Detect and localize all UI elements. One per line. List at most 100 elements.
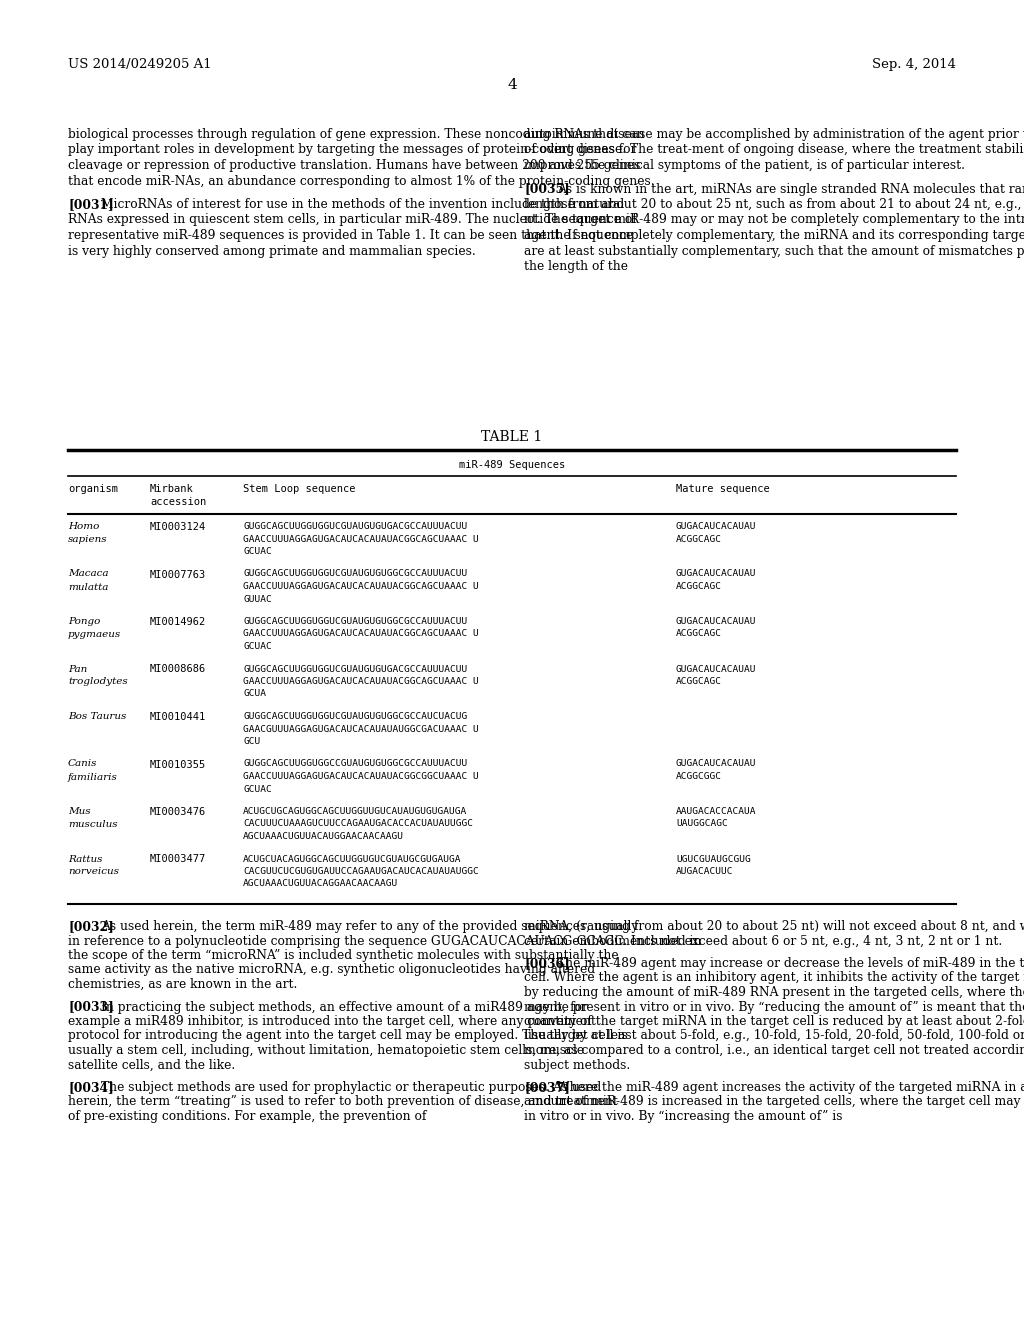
Text: MI0010441: MI0010441 — [150, 711, 206, 722]
Text: of pre-existing conditions. For example, the prevention of: of pre-existing conditions. For example,… — [68, 1110, 426, 1123]
Text: Mature sequence: Mature sequence — [676, 484, 770, 494]
Text: cell. Where the agent is an inhibitory agent, it inhibits the activity of the ta: cell. Where the agent is an inhibitory a… — [524, 972, 1024, 985]
Text: chemistries, as are known in the art.: chemistries, as are known in the art. — [68, 978, 297, 991]
Text: AAUGACACCACAUA: AAUGACACCACAUA — [676, 807, 757, 816]
Text: US 2014/0249205 A1: US 2014/0249205 A1 — [68, 58, 212, 71]
Text: the scope of the term “microRNA” is included synthetic molecules with substantia: the scope of the term “microRNA” is incl… — [68, 949, 618, 962]
Text: AGCUAAACUGUUACAGGAACAACAAGU: AGCUAAACUGUUACAGGAACAACAAGU — [243, 879, 398, 888]
Text: subject methods.: subject methods. — [524, 1059, 630, 1072]
Text: [0035]: [0035] — [524, 182, 569, 195]
Text: ACUGCUACAGUGGCAGCUUGGUGUCGUAUGCGUGAUGA: ACUGCUACAGUGGCAGCUUGGUGUCGUAUGCGUGAUGA — [243, 854, 462, 863]
Text: GUGACAUCACAUAU: GUGACAUCACAUAU — [676, 616, 757, 626]
Text: herein, the term “treating” is used to refer to both prevention of disease, and : herein, the term “treating” is used to r… — [68, 1096, 617, 1109]
Text: GUGACAUCACAUAU: GUGACAUCACAUAU — [676, 569, 757, 578]
Text: agent. If not completely complementary, the miRNA and its corresponding target v: agent. If not completely complementary, … — [524, 228, 1024, 242]
Text: [0036]: [0036] — [524, 957, 569, 970]
Text: The miR-489 agent may increase or decrease the levels of miR-489 in the targeted: The miR-489 agent may increase or decrea… — [557, 957, 1024, 970]
Text: accession: accession — [150, 498, 206, 507]
Text: Stem Loop sequence: Stem Loop sequence — [243, 484, 355, 494]
Text: are at least substantially complementary, such that the amount of mismatches pre: are at least substantially complementary… — [524, 244, 1024, 257]
Text: As is known in the art, miRNAs are single stranded RNA molecules that range in: As is known in the art, miRNAs are singl… — [557, 182, 1024, 195]
Text: GAACCUUUAGGAGUGACAUCACAUAUACGGCAGCUAAAC U: GAACCUUUAGGAGUGACAUCACAUAUACGGCAGCUAAAC … — [243, 535, 479, 544]
Text: may be present in vitro or in vivo. By “reducing the amount of” is meant that th: may be present in vitro or in vivo. By “… — [524, 1001, 1024, 1014]
Text: CACGUUCUCGUGUGAUUCCAGAAUGACAUCACAUAUAUGGC: CACGUUCUCGUGUGAUUCCAGAAUGACAUCACAUAUAUGG… — [243, 867, 479, 876]
Text: GCUAC: GCUAC — [243, 546, 271, 556]
Text: UGUCGUAUGCGUG: UGUCGUAUGCGUG — [676, 854, 751, 863]
Text: GUGACAUCACAUAU: GUGACAUCACAUAU — [676, 664, 757, 673]
Text: MI0003476: MI0003476 — [150, 807, 206, 817]
Text: Mirbank: Mirbank — [150, 484, 194, 494]
Text: GCUAC: GCUAC — [243, 642, 271, 651]
Text: RNAs expressed in quiescent stem cells, in particular miR-489. The nucleotide se: RNAs expressed in quiescent stem cells, … — [68, 214, 637, 227]
Text: usually a stem cell, including, without limitation, hematopoietic stem cells, mu: usually a stem cell, including, without … — [68, 1044, 584, 1057]
Text: GUGGCAGCUUGGUGGUCGUAUGUGUGACGCCAUUUACUU: GUGGCAGCUUGGUGGUCGUAUGUGUGACGCCAUUUACUU — [243, 664, 467, 673]
Text: GUGGCAGCUUGGUGGUCGUAUGUGUGACGCCAUUUACUU: GUGGCAGCUUGGUGGUCGUAUGUGUGACGCCAUUUACUU — [243, 521, 467, 531]
Text: MI0007763: MI0007763 — [150, 569, 206, 579]
Text: [0032]: [0032] — [68, 920, 114, 933]
Text: GCUAC: GCUAC — [243, 784, 271, 793]
Text: nt. The target miR-489 may or may not be completely complementary to the introdu: nt. The target miR-489 may or may not be… — [524, 214, 1024, 227]
Text: In practicing the subject methods, an effective amount of a miR489 agent, for: In practicing the subject methods, an ef… — [100, 1001, 588, 1014]
Text: norveicus: norveicus — [68, 867, 119, 876]
Text: usually by at least about 5-fold, e.g., 10-fold, 15-fold, 20-fold, 50-fold, 100-: usually by at least about 5-fold, e.g., … — [524, 1030, 1024, 1043]
Text: pygmaeus: pygmaeus — [68, 630, 121, 639]
Text: ACGGCAGC: ACGGCAGC — [676, 630, 722, 639]
Text: GAACGUUUAGGAGUGACAUCACAUAUAUGGCGACUAAAC U: GAACGUUUAGGAGUGACAUCACAUAUAUGGCGACUAAAC … — [243, 725, 479, 734]
Text: example a miR489 inhibitor, is introduced into the target cell, where any conven: example a miR489 inhibitor, is introduce… — [68, 1015, 596, 1028]
Text: [0034]: [0034] — [68, 1081, 114, 1094]
Text: Pongo: Pongo — [68, 616, 100, 626]
Text: length from about 20 to about 25 nt, such as from about 21 to about 24 nt, e.g.,: length from about 20 to about 25 nt, suc… — [524, 198, 1024, 211]
Text: ACGGCGGC: ACGGCGGC — [676, 772, 722, 781]
Text: Mus: Mus — [68, 807, 91, 816]
Text: biological processes through regulation of gene expression. These noncoding RNAs: biological processes through regulation … — [68, 128, 645, 141]
Text: Pan: Pan — [68, 664, 87, 673]
Text: [0033]: [0033] — [68, 1001, 114, 1014]
Text: troglodytes: troglodytes — [68, 677, 128, 686]
Text: miRNA, (ranging from about 20 to about 25 nt) will not exceed about 8 nt, and wi: miRNA, (ranging from about 20 to about 2… — [524, 920, 1024, 933]
Text: same activity as the native microRNA, e.g. synthetic oligonucleotides having alt: same activity as the native microRNA, e.… — [68, 964, 595, 977]
Text: MI0010355: MI0010355 — [150, 759, 206, 770]
Text: mulatta: mulatta — [68, 582, 109, 591]
Text: Homo: Homo — [68, 521, 99, 531]
Text: improves the clinical symptoms of the patient, is of particular interest.: improves the clinical symptoms of the pa… — [524, 158, 965, 172]
Text: ACGGCAGC: ACGGCAGC — [676, 535, 722, 544]
Text: UAUGGCAGC: UAUGGCAGC — [676, 820, 728, 829]
Text: GCUA: GCUA — [243, 689, 266, 698]
Text: CACUUUCUAAAGUCUUCCAGAAUGACACCACUAUAUUGGC: CACUUUCUAAAGUCUUCCAGAAUGACACCACUAUAUUGGC — [243, 820, 473, 829]
Text: GAACCUUUAGGAGUGACAUCACAUAUACGGCAGCUAAAC U: GAACCUUUAGGAGUGACAUCACAUAUACGGCAGCUAAAC … — [243, 677, 479, 686]
Text: of overt disease. The treat-ment of ongoing disease, where the treatment stabili: of overt disease. The treat-ment of ongo… — [524, 144, 1024, 157]
Text: in reference to a polynucleotide comprising the sequence GUGACAUCACAUACG-GCAGC. : in reference to a polynucleotide compris… — [68, 935, 701, 948]
Text: [0031]: [0031] — [68, 198, 114, 211]
Text: MI0014962: MI0014962 — [150, 616, 206, 627]
Text: organism: organism — [68, 484, 118, 494]
Text: satellite cells, and the like.: satellite cells, and the like. — [68, 1059, 236, 1072]
Text: certain embodiments not exceed about 6 or 5 nt, e.g., 4 nt, 3 nt, 2 nt or 1 nt.: certain embodiments not exceed about 6 o… — [524, 935, 1002, 948]
Text: GUGACAUCACAUAU: GUGACAUCACAUAU — [676, 759, 757, 768]
Text: Sep. 4, 2014: Sep. 4, 2014 — [872, 58, 956, 71]
Text: ACUGCUGCAGUGGCAGCUUGGUUGUCAUAUGUGUGAUGA: ACUGCUGCAGUGGCAGCUUGGUUGUCAUAUGUGUGAUGA — [243, 807, 467, 816]
Text: MI0008686: MI0008686 — [150, 664, 206, 675]
Text: amount of miR-489 is increased in the targeted cells, where the target cell may : amount of miR-489 is increased in the ta… — [524, 1096, 1024, 1109]
Text: GUGGCAGCUUGGUGGUCGUAUGUGUGGCGCCAUUUACUU: GUGGCAGCUUGGUGGUCGUAUGUGUGGCGCCAUUUACUU — [243, 616, 467, 626]
Text: sapiens: sapiens — [68, 535, 108, 544]
Text: Macaca: Macaca — [68, 569, 109, 578]
Text: is very highly conserved among primate and mammalian species.: is very highly conserved among primate a… — [68, 244, 476, 257]
Text: Rattus: Rattus — [68, 854, 102, 863]
Text: AUGACACUUC: AUGACACUUC — [676, 867, 733, 876]
Text: representative miR-489 sequences is provided in Table 1. It can be seen that the: representative miR-489 sequences is prov… — [68, 228, 633, 242]
Text: familiaris: familiaris — [68, 772, 118, 781]
Text: [0037]: [0037] — [524, 1081, 570, 1094]
Text: MI0003477: MI0003477 — [150, 854, 206, 865]
Text: the length of the: the length of the — [524, 260, 628, 273]
Text: protocol for introducing the agent into the target cell may be employed. The tar: protocol for introducing the agent into … — [68, 1030, 628, 1043]
Text: miR-489 Sequences: miR-489 Sequences — [459, 459, 565, 470]
Text: GAACCUUUAGGAGUGACAUCACAUAUACGGCAGCUAAAC U: GAACCUUUAGGAGUGACAUCACAUAUACGGCAGCUAAAC … — [243, 582, 479, 591]
Text: Canis: Canis — [68, 759, 97, 768]
Text: GUGACAUCACAUAU: GUGACAUCACAUAU — [676, 521, 757, 531]
Text: more, as compared to a control, i.e., an identical target cell not treated accor: more, as compared to a control, i.e., an… — [524, 1044, 1024, 1057]
Text: TABLE 1: TABLE 1 — [481, 430, 543, 444]
Text: quantity of the target miRNA in the target cell is reduced by at least about 2-f: quantity of the target miRNA in the targ… — [524, 1015, 1024, 1028]
Text: The subject methods are used for prophylactic or therapeutic purposes. As used: The subject methods are used for prophyl… — [100, 1081, 601, 1094]
Text: GUGGCAGCUUGGUGGUCGUAUGUGUGGCGCCAUCUACUG: GUGGCAGCUUGGUGGUCGUAUGUGUGGCGCCAUCUACUG — [243, 711, 467, 721]
Text: Bos Taurus: Bos Taurus — [68, 711, 126, 721]
